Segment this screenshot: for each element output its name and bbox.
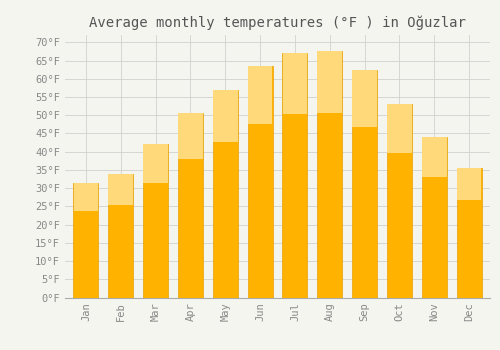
Bar [212, 90, 238, 298]
Bar [387, 104, 411, 153]
Bar [108, 174, 133, 204]
Bar [213, 90, 238, 142]
Title: Average monthly temperatures (°F ) in Oğuzlar: Average monthly temperatures (°F ) in Oğ… [89, 15, 466, 30]
Bar [74, 183, 98, 211]
Bar [144, 144, 168, 183]
Bar [422, 137, 446, 177]
Bar [352, 70, 377, 127]
Bar [143, 144, 168, 298]
Bar [457, 168, 481, 201]
Bar [178, 113, 203, 298]
Bar [352, 70, 377, 298]
Bar [108, 174, 134, 298]
Bar [74, 183, 98, 298]
Bar [282, 53, 308, 298]
Bar [456, 168, 481, 298]
Bar [282, 53, 307, 114]
Bar [317, 51, 342, 298]
Bar [178, 113, 203, 159]
Bar [318, 51, 342, 113]
Bar [422, 137, 447, 298]
Bar [248, 66, 272, 298]
Bar [387, 104, 412, 298]
Bar [248, 66, 272, 124]
